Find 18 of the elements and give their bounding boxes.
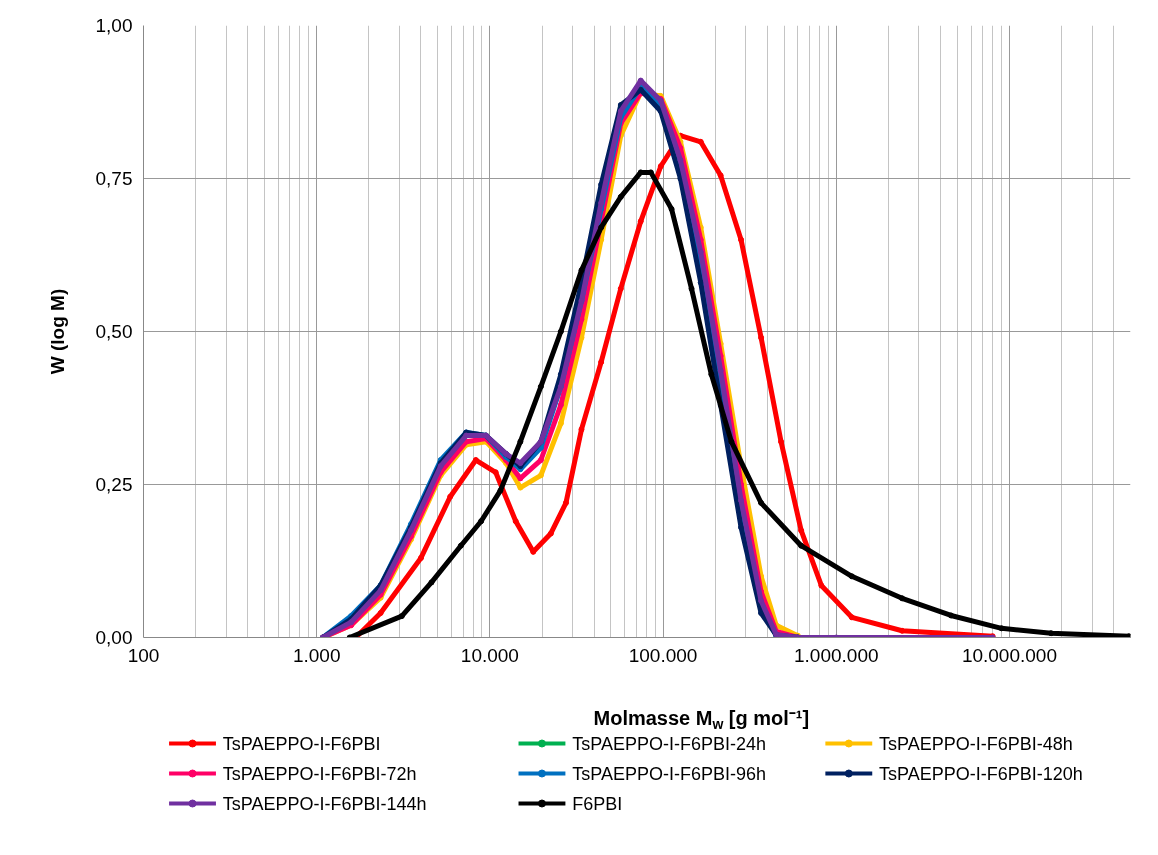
y-tick-label: 0,25 [95, 474, 133, 495]
legend-label: TsPAEPPO-I-F6PBI [222, 733, 381, 754]
y-tick-label: 0,50 [95, 321, 133, 342]
legend-label: TsPAEPPO-I-F6PBI-24h [572, 733, 766, 754]
legend-label: F6PBI [572, 793, 623, 814]
y-tick-label: 0,75 [95, 168, 133, 189]
x-tick-label: 100.000 [628, 644, 698, 666]
x-tick-label: 1.000 [292, 644, 341, 666]
legend-label: TsPAEPPO-I-F6PBI-144h [222, 793, 427, 814]
x-tick-label: 10.000 [460, 644, 519, 666]
legend-label: TsPAEPPO-I-F6PBI-72h [222, 763, 417, 784]
legend-label: TsPAEPPO-I-F6PBI-48h [879, 733, 1073, 754]
legend-label: TsPAEPPO-I-F6PBI-96h [572, 763, 766, 784]
x-tick-label: 1.000.000 [793, 644, 879, 666]
x-tick-label: 10.000.000 [961, 644, 1057, 666]
y-axis-title: W (log M) [46, 288, 68, 375]
y-tick-label: 1,00 [95, 15, 133, 36]
legend-label: TsPAEPPO-I-F6PBI-120h [879, 763, 1083, 784]
